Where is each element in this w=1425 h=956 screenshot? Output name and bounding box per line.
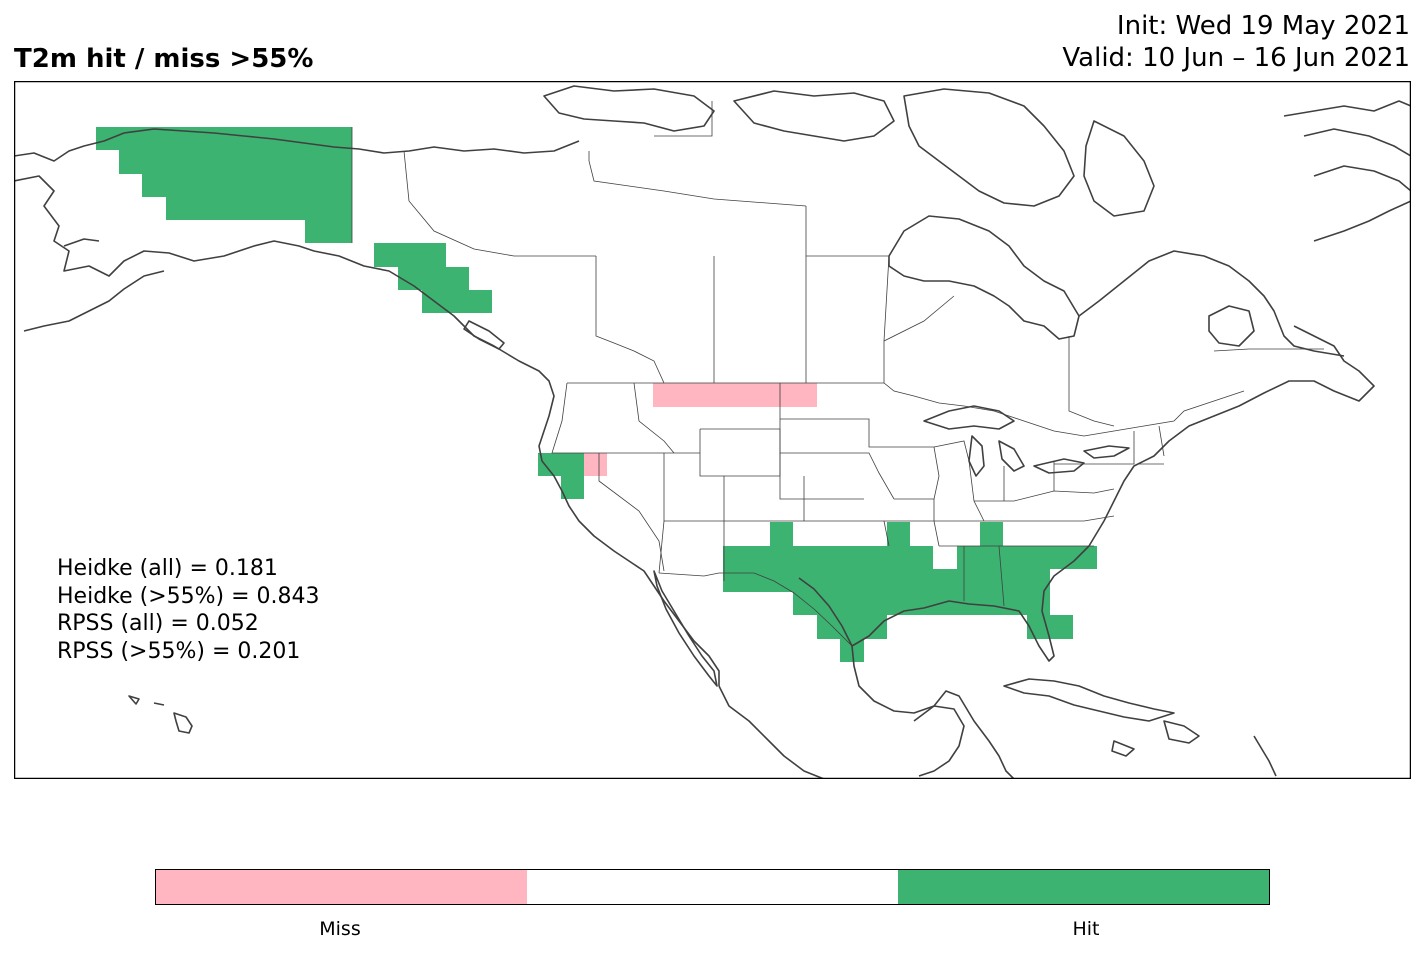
colorbar xyxy=(155,869,1270,905)
init-valid-header: Init: Wed 19 May 2021 Valid: 10 Jun – 16… xyxy=(1062,10,1410,74)
north-america-map xyxy=(14,81,1411,779)
colorbar-hit-label: Hit xyxy=(1072,918,1100,940)
heidke-all-score: Heidke (all) = 0.181 xyxy=(57,556,278,581)
heidke-55-score: Heidke (>55%) = 0.843 xyxy=(57,583,320,609)
rpss-all-score: RPSS (all) = 0.052 xyxy=(57,611,259,636)
alaska-hit-cells xyxy=(96,127,352,243)
colorbar-neutral-segment xyxy=(527,870,898,904)
borders xyxy=(351,101,1324,647)
colorbar-hit-segment xyxy=(898,870,1269,904)
colorbar-miss-label: Miss xyxy=(319,918,361,940)
panhandle-hit-cells xyxy=(374,243,492,313)
skill-scores: Heidke (all) = 0.181 Heidke (>55%) = 0.8… xyxy=(57,555,320,665)
coastlines xyxy=(14,85,1411,779)
map-frame xyxy=(14,81,1411,779)
colorbar-miss-segment xyxy=(156,870,527,904)
hit-miss-cells xyxy=(96,127,1097,662)
nevada-miss-cell xyxy=(584,453,607,476)
california-hit-cells xyxy=(538,453,584,499)
southern-us-hit-cells xyxy=(723,522,1097,662)
rpss-55-score: RPSS (>55%) = 0.201 xyxy=(57,638,301,664)
montana-miss-cells xyxy=(653,383,817,407)
valid-range: Valid: 10 Jun – 16 Jun 2021 xyxy=(1062,43,1410,73)
map-title: T2m hit / miss >55% xyxy=(14,44,314,74)
init-date: Init: Wed 19 May 2021 xyxy=(1116,11,1410,41)
